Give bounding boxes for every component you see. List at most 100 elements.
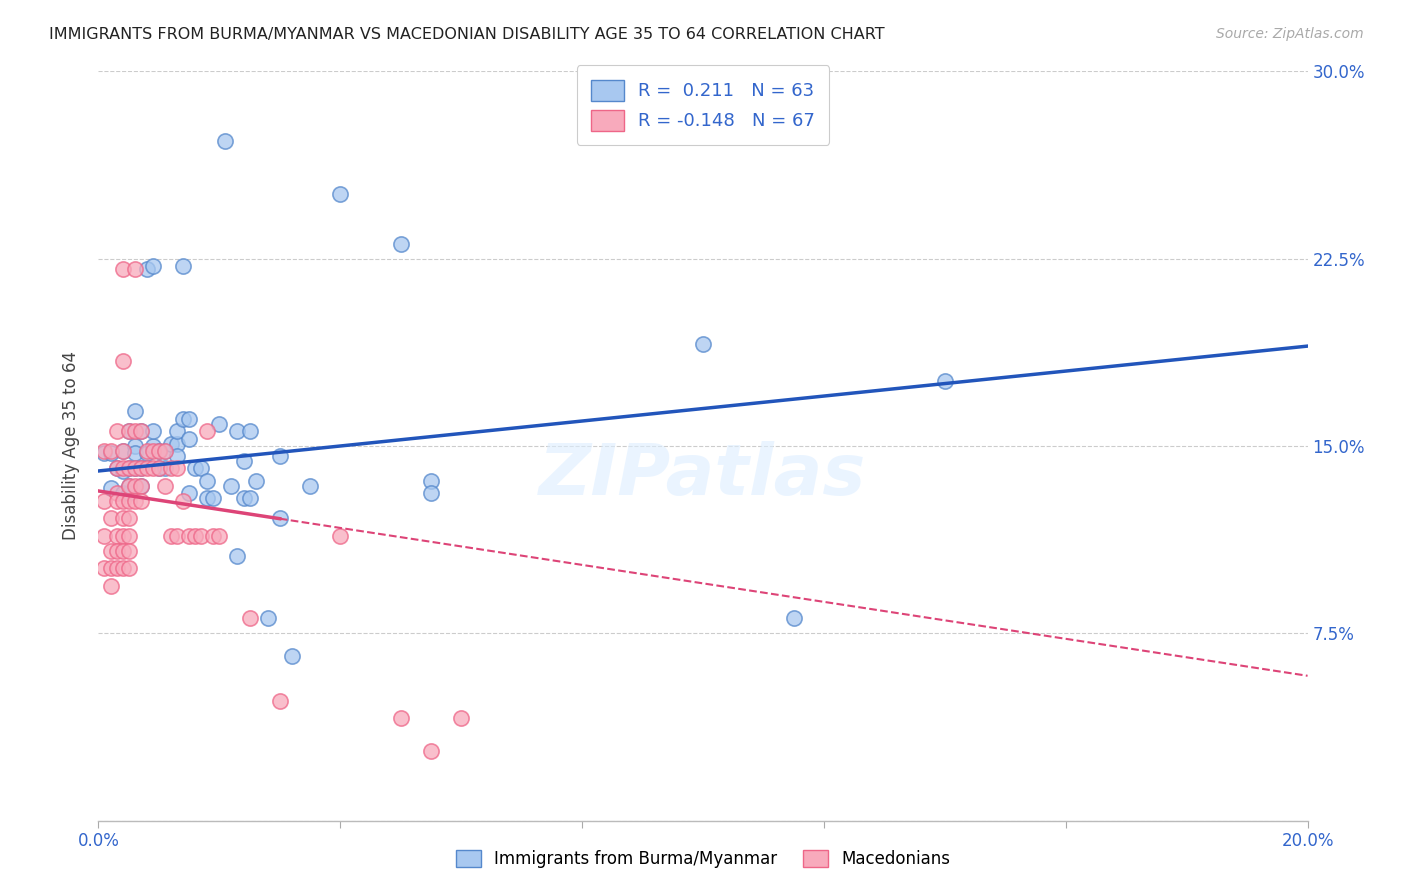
Point — [184, 529, 207, 543]
Point — [111, 494, 134, 508]
Point — [299, 479, 322, 493]
Point — [100, 544, 122, 558]
Point — [281, 648, 304, 663]
Point — [118, 424, 141, 438]
Point — [111, 464, 134, 478]
Point — [184, 461, 207, 475]
Point — [142, 259, 165, 273]
Point — [135, 446, 157, 460]
Point — [118, 529, 141, 543]
Point — [166, 449, 188, 463]
Point — [111, 529, 134, 543]
Point — [172, 494, 194, 508]
Point — [148, 444, 170, 458]
Point — [160, 461, 183, 475]
Point — [124, 424, 146, 438]
Point — [111, 544, 134, 558]
Point — [118, 461, 141, 475]
Point — [232, 491, 254, 506]
Point — [129, 461, 152, 475]
Point — [135, 461, 157, 475]
Point — [148, 461, 170, 475]
Point — [153, 461, 176, 475]
Point — [269, 694, 291, 708]
Point — [420, 486, 443, 500]
Point — [179, 529, 201, 543]
Y-axis label: Disability Age 35 to 64: Disability Age 35 to 64 — [62, 351, 80, 541]
Point — [111, 461, 134, 475]
Point — [692, 336, 714, 351]
Point — [129, 494, 152, 508]
Point — [202, 529, 225, 543]
Point — [93, 444, 115, 458]
Point — [166, 436, 188, 450]
Point — [105, 544, 128, 558]
Point — [172, 411, 194, 425]
Point — [124, 461, 146, 475]
Point — [129, 424, 152, 438]
Point — [124, 461, 146, 475]
Point — [221, 479, 243, 493]
Point — [105, 561, 128, 575]
Point — [118, 479, 141, 493]
Point — [934, 374, 956, 388]
Point — [93, 561, 115, 575]
Point — [226, 549, 249, 563]
Point — [166, 424, 188, 438]
Point — [124, 404, 146, 418]
Point — [118, 486, 141, 500]
Point — [111, 561, 134, 575]
Point — [124, 261, 146, 276]
Text: Source: ZipAtlas.com: Source: ZipAtlas.com — [1216, 27, 1364, 41]
Point — [111, 486, 134, 500]
Point — [166, 461, 188, 475]
Point — [129, 479, 152, 493]
Point — [129, 424, 152, 438]
Point — [190, 529, 212, 543]
Point — [239, 611, 262, 625]
Point — [239, 491, 262, 506]
Point — [160, 436, 183, 450]
Point — [214, 134, 236, 148]
Point — [148, 461, 170, 475]
Point — [93, 446, 115, 460]
Point — [93, 494, 115, 508]
Point — [129, 461, 152, 475]
Point — [195, 491, 218, 506]
Point — [329, 186, 352, 201]
Point — [118, 479, 141, 493]
Point — [118, 494, 141, 508]
Text: IMMIGRANTS FROM BURMA/MYANMAR VS MACEDONIAN DISABILITY AGE 35 TO 64 CORRELATION : IMMIGRANTS FROM BURMA/MYANMAR VS MACEDON… — [49, 27, 884, 42]
Point — [105, 461, 128, 475]
Point — [118, 544, 141, 558]
Point — [118, 511, 141, 525]
Point — [269, 449, 291, 463]
Point — [245, 474, 267, 488]
Point — [208, 529, 231, 543]
Point — [166, 529, 188, 543]
Point — [124, 446, 146, 460]
Point — [142, 439, 165, 453]
Point — [124, 439, 146, 453]
Point — [111, 444, 134, 458]
Point — [389, 236, 412, 251]
Point — [105, 494, 128, 508]
Point — [142, 444, 165, 458]
Point — [172, 259, 194, 273]
Point — [190, 461, 212, 475]
Point — [142, 461, 165, 475]
Point — [135, 444, 157, 458]
Point — [93, 529, 115, 543]
Point — [100, 579, 122, 593]
Point — [202, 491, 225, 506]
Point — [153, 444, 176, 458]
Point — [100, 446, 122, 460]
Point — [450, 711, 472, 725]
Point — [129, 479, 152, 493]
Point — [135, 261, 157, 276]
Point — [389, 711, 412, 725]
Point — [239, 424, 262, 438]
Point — [783, 611, 806, 625]
Point — [105, 424, 128, 438]
Point — [142, 424, 165, 438]
